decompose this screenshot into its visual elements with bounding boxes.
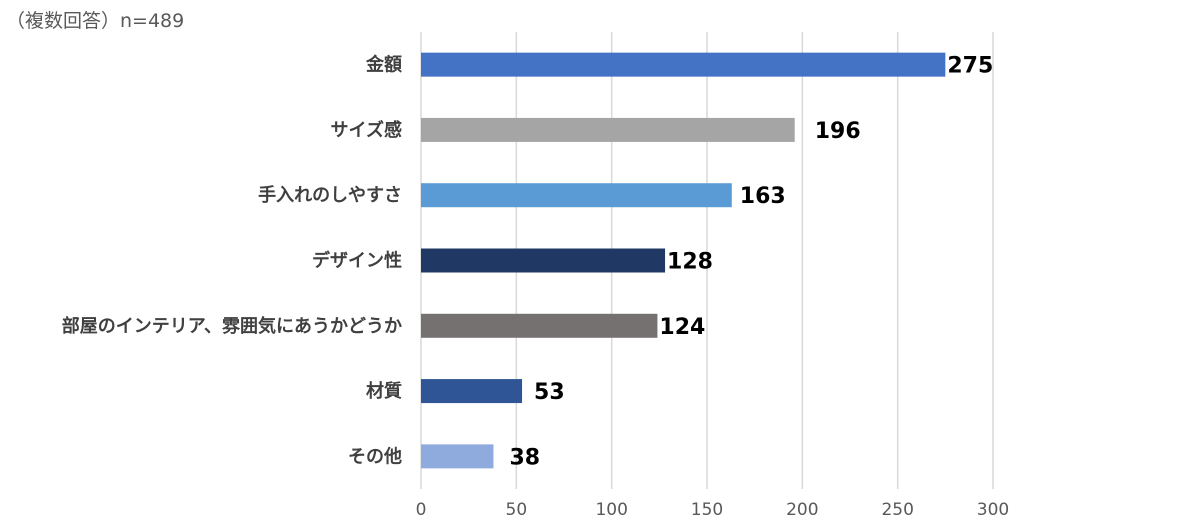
value-label: 163 bbox=[740, 184, 786, 209]
category-labels: 金額サイズ感手入れのしやすさデザイン性部屋のインテリア、雰囲気にあうかどうか材質… bbox=[62, 54, 402, 468]
bar bbox=[421, 313, 658, 338]
value-labels: 275 196 163 128 124 53 38 bbox=[509, 54, 993, 471]
chart-note: （複数回答）n=489 bbox=[6, 10, 185, 32]
bar bbox=[421, 52, 946, 77]
x-tick-label: 100 bbox=[595, 500, 627, 520]
value-label: 275 bbox=[947, 54, 993, 79]
value-label: 128 bbox=[667, 250, 713, 275]
x-tick-label: 150 bbox=[691, 500, 723, 520]
x-tick-label: 200 bbox=[786, 500, 818, 520]
category-label: 金額 bbox=[365, 54, 402, 76]
x-tick-label: 250 bbox=[881, 500, 913, 520]
bars bbox=[421, 52, 946, 469]
category-label: 材質 bbox=[366, 380, 402, 402]
category-label: 部屋のインテリア、雰囲気にあうかどうか bbox=[62, 315, 402, 337]
x-tick-label: 50 bbox=[506, 500, 528, 520]
bar bbox=[421, 183, 732, 208]
bar bbox=[421, 248, 666, 273]
bar bbox=[421, 117, 795, 142]
value-label: 38 bbox=[509, 445, 540, 470]
value-label: 124 bbox=[659, 315, 705, 340]
category-label: デザイン性 bbox=[312, 250, 402, 272]
bar bbox=[421, 379, 523, 404]
category-label: その他 bbox=[348, 445, 402, 467]
x-axis-ticks: 0 50 100 150 200 250 300 bbox=[416, 500, 1010, 520]
category-label: 手入れのしやすさ bbox=[258, 184, 402, 206]
value-label: 196 bbox=[815, 119, 861, 144]
value-label: 53 bbox=[534, 380, 565, 405]
bar bbox=[421, 444, 494, 469]
category-label: サイズ感 bbox=[331, 119, 402, 141]
x-tick-label: 300 bbox=[977, 500, 1009, 520]
x-tick-label: 0 bbox=[416, 500, 427, 520]
